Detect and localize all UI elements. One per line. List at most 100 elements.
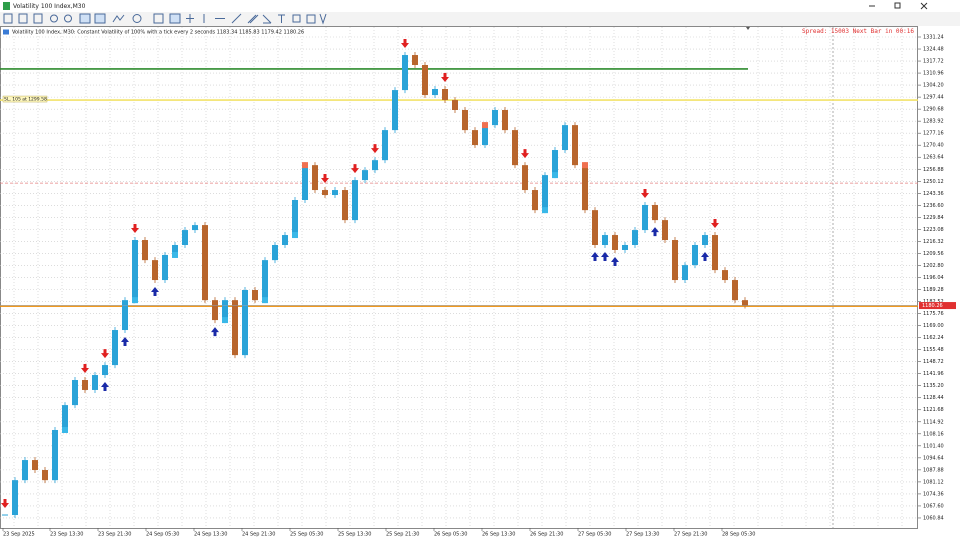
up-marker — [262, 297, 268, 304]
candle-body — [162, 254, 168, 281]
sell-arrow — [321, 174, 329, 184]
candle-body — [92, 375, 98, 390]
down-marker — [482, 122, 488, 129]
autoscroll-button[interactable] — [94, 13, 106, 24]
channel-button[interactable] — [247, 14, 259, 24]
line-chart-button[interactable] — [33, 13, 43, 24]
buy-arrow — [101, 382, 109, 392]
y-tick-label: 1141.96 — [923, 371, 944, 377]
label-button[interactable] — [292, 14, 301, 23]
bar-chart-button[interactable] — [3, 13, 13, 24]
candle-body — [292, 200, 298, 236]
y-tick-label: 1121.68 — [923, 407, 944, 413]
x-tick-label: 27 Sep 05:30 — [578, 532, 611, 538]
indicators-button[interactable] — [112, 14, 125, 23]
shapes-button[interactable] — [306, 14, 316, 24]
candle-body — [612, 235, 618, 250]
candle-body — [492, 109, 498, 126]
y-tick-label: 1182.52 — [923, 299, 944, 305]
x-tick-label: 25 Sep 21:30 — [386, 532, 419, 538]
y-tick-label: 1067.60 — [923, 503, 944, 509]
sell-arrow — [401, 39, 409, 49]
candle-body — [572, 125, 578, 166]
candle-body — [452, 100, 458, 110]
y-tick-label: 1297.44 — [923, 95, 944, 101]
candle-body — [322, 190, 328, 196]
templates-button[interactable] — [153, 13, 164, 24]
x-tick-label: 25 Sep 05:30 — [290, 532, 323, 538]
sell-arrow — [351, 164, 359, 174]
sell-arrow — [1, 499, 9, 509]
y-tick-label: 1317.72 — [923, 59, 944, 65]
buy-arrow — [591, 252, 599, 262]
candle-body — [482, 125, 488, 146]
crosshair-button[interactable] — [186, 14, 194, 23]
y-tick-label: 1135.20 — [923, 383, 944, 389]
candle-body — [102, 365, 108, 376]
buy-arrow — [121, 337, 129, 347]
y-tick-label: 1331.24 — [923, 34, 944, 40]
cursor-button[interactable] — [169, 13, 181, 24]
y-tick-label: 1155.48 — [923, 347, 944, 353]
x-tick-label: 26 Sep 13:30 — [482, 532, 515, 538]
candle-body — [392, 90, 398, 131]
periods-button[interactable] — [132, 14, 142, 23]
y-tick-label: 1081.12 — [923, 479, 944, 485]
candle-body — [462, 109, 468, 131]
candle-body — [12, 480, 18, 516]
candle-body — [312, 165, 318, 191]
sell-arrow — [521, 149, 529, 159]
y-tick-label: 1128.44 — [923, 395, 944, 401]
y-tick-label: 1087.88 — [923, 467, 944, 473]
close-button[interactable] — [920, 2, 928, 10]
x-tick-label: 23 Sep 2025 — [3, 532, 35, 538]
y-tick-label: 1196.04 — [923, 275, 944, 281]
candle-body — [122, 300, 128, 331]
chart-shift-marker — [746, 27, 750, 30]
candle-body — [552, 150, 558, 176]
candle-body — [542, 175, 548, 211]
candle-body — [182, 230, 188, 246]
candle-body — [732, 280, 738, 301]
y-tick-label: 1108.16 — [923, 431, 944, 437]
window-title: Volatility 100 Index,M30 — [13, 3, 86, 10]
y-tick-label: 1094.64 — [923, 455, 944, 461]
down-marker — [302, 162, 308, 169]
candle-body — [592, 210, 598, 246]
candle-body — [562, 125, 568, 151]
buy-arrow — [651, 227, 659, 237]
candle-body — [172, 245, 178, 255]
sell-arrow — [81, 364, 89, 374]
y-tick-label: 1250.12 — [923, 179, 944, 185]
candle-body — [332, 190, 338, 196]
x-tick-label: 24 Sep 13:30 — [194, 532, 227, 538]
x-tick-label: 25 Sep 13:30 — [338, 532, 371, 538]
sell-arrow — [441, 73, 449, 83]
grid-button[interactable] — [79, 13, 91, 24]
more-objects-button[interactable] — [319, 13, 327, 25]
candle-chart-button[interactable] — [18, 13, 28, 24]
up-marker — [542, 207, 548, 214]
candle-body — [712, 235, 718, 271]
up-marker — [222, 317, 228, 324]
y-tick-label: 1202.80 — [923, 263, 944, 269]
text-button[interactable] — [278, 14, 285, 23]
candle-body — [722, 270, 728, 281]
fibo-button[interactable] — [262, 14, 272, 24]
candle-body — [352, 180, 358, 221]
sell-arrow — [131, 224, 139, 234]
buy-arrow — [701, 252, 709, 262]
down-marker — [582, 162, 588, 169]
candle-body — [212, 300, 218, 321]
candle-body — [262, 260, 268, 301]
candle-body — [512, 130, 518, 166]
trendline-button[interactable] — [231, 13, 242, 24]
y-tick-label: 1162.24 — [923, 335, 944, 341]
candle-body — [2, 514, 8, 516]
zoom-out-button[interactable] — [64, 14, 72, 23]
zoom-in-button[interactable] — [50, 14, 58, 23]
y-tick-label: 1324.48 — [923, 47, 944, 53]
candle-body — [632, 230, 638, 246]
buy-arrow — [611, 256, 619, 266]
restore-button[interactable] — [894, 2, 901, 9]
